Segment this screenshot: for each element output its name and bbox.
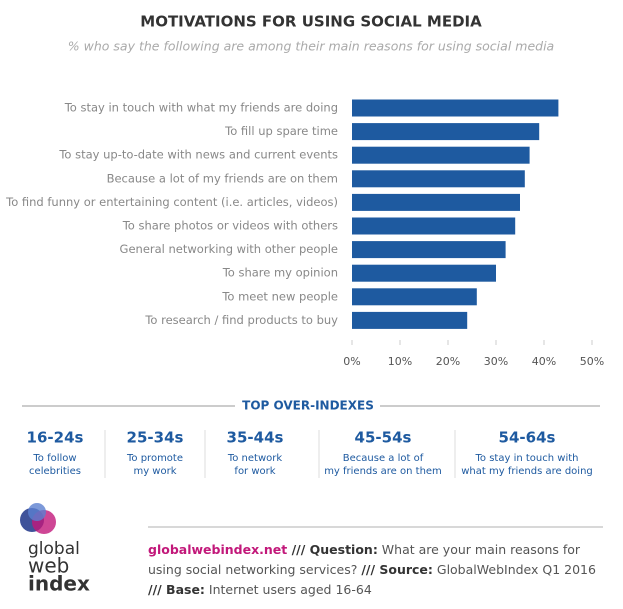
bar (352, 264, 496, 282)
x-tick-label: 10% (388, 355, 412, 368)
reason-text: celebrities (29, 466, 81, 477)
x-tick-label: 50% (580, 355, 604, 368)
age-label: 25-34s (127, 429, 184, 447)
y-tick-label: To meet new people (221, 289, 338, 303)
bar (352, 217, 516, 235)
reason-text: To network (227, 453, 283, 464)
bar (352, 288, 477, 306)
bar (352, 311, 468, 329)
reason-text: To follow (32, 453, 76, 464)
y-tick-label: General networking with other people (120, 242, 338, 256)
logo-text: global (28, 539, 80, 559)
footer-segment: Internet users aged 16-64 (204, 582, 372, 597)
reason-text: for work (234, 466, 275, 477)
chart-subtitle: % who say the following are among their … (68, 39, 554, 54)
reason-text: my friends are on them (324, 466, 442, 477)
x-tick-label: 30% (484, 355, 508, 368)
reason-text: Because a lot of (343, 453, 424, 464)
chart-title: MOTIVATIONS FOR USING SOCIAL MEDIA (140, 13, 482, 31)
bar (352, 123, 540, 141)
x-tick-label: 20% (436, 355, 460, 368)
x-tick-label: 0% (343, 355, 360, 368)
bar (352, 99, 559, 117)
footer-text: globalwebindex.net /// Question: What ar… (148, 540, 608, 600)
y-tick-label: To fill up spare time (224, 124, 338, 138)
section-title: TOP OVER-INDEXES (242, 399, 374, 413)
y-tick-label: To share photos or videos with others (122, 219, 338, 233)
bar (352, 241, 506, 259)
footer-segment: /// Question: (287, 542, 378, 557)
footer-segment[interactable]: globalwebindex.net (148, 542, 288, 557)
y-tick-label: To share my opinion (222, 266, 338, 280)
reason-text: To stay in touch with (475, 453, 579, 464)
logo-dot (28, 503, 46, 521)
logo-text: web (28, 554, 69, 578)
reason-text: what my friends are doing (461, 466, 593, 477)
footer-segment: /// Source: (361, 562, 433, 577)
y-tick-label: To stay in touch with what my friends ar… (64, 101, 338, 115)
reason-text: my work (133, 466, 176, 477)
y-tick-label: To stay up-to-date with news and current… (58, 148, 338, 162)
bar (352, 193, 520, 211)
y-tick-label: To find funny or entertaining content (i… (5, 195, 338, 209)
footer-segment: /// Base: (148, 582, 205, 597)
age-label: 54-64s (499, 429, 556, 447)
y-tick-label: To research / find products to buy (144, 313, 338, 327)
age-label: 35-44s (227, 429, 284, 447)
bar (352, 170, 525, 188)
age-label: 45-54s (355, 429, 412, 447)
age-label: 16-24s (27, 429, 84, 447)
logo-text: index (28, 572, 90, 596)
footer-segment: GlobalWebIndex Q1 2016 (432, 562, 596, 577)
bar (352, 146, 530, 164)
footer-segment: What are your main reasons for using soc… (148, 542, 581, 577)
y-tick-label: Because a lot of my friends are on them (107, 171, 338, 185)
reason-text: To promote (126, 453, 183, 464)
x-tick-label: 40% (532, 355, 556, 368)
